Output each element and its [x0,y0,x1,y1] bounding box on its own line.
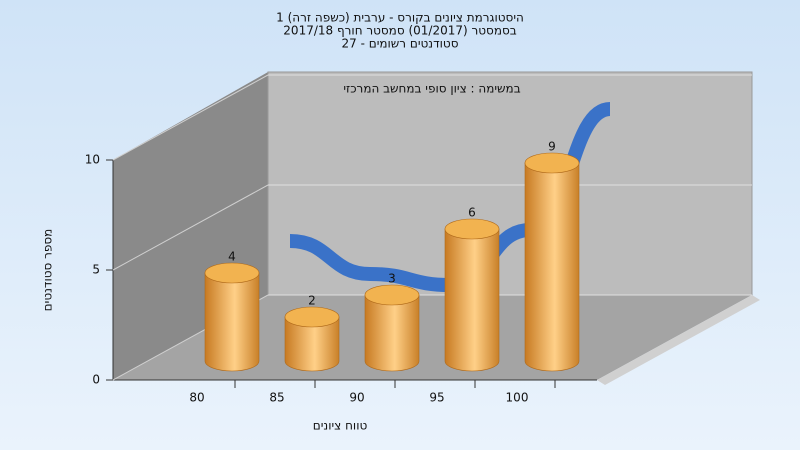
x-tick-label: 95 [429,391,444,405]
bar-top [524,152,580,174]
bar [204,272,260,372]
bar [524,162,580,372]
x-tick-label: 90 [349,391,364,405]
value-label: 4 [228,250,236,264]
grid-line [112,74,269,161]
chart-title: היסטוגרמת ציונים בקורס - ערבית (כשפה זרה… [276,11,524,25]
annotation: במשימה : ציון סופי במחשב המרכזי [343,82,520,96]
x-tick-label: 100 [506,391,529,405]
chart-title: בסמסטר (01/2017) סמסטר חורף 2017/18 [283,24,516,38]
bar [444,228,500,372]
value-label: 2 [308,294,316,308]
y-tick-label: 10 [85,153,100,167]
x-axis-label: טווח ציונים [313,419,368,433]
floor [113,295,752,380]
value-label: 9 [548,140,556,154]
bar [364,294,420,372]
bar-top [284,306,340,328]
x-tick-label: 80 [189,391,204,405]
grid-line [112,184,269,271]
floor-edge [597,295,760,385]
bar-top [364,284,420,306]
bar [284,316,340,372]
bar-top [444,218,500,240]
x-tick-label: 85 [269,391,284,405]
y-tick-label: 0 [92,373,100,387]
chart-title: סטודנטים רשומים - 27 [341,37,458,51]
bar-top [204,262,260,284]
value-label: 6 [468,206,476,220]
value-label: 3 [388,272,396,286]
y-tick-label: 5 [92,263,100,277]
y-axis-label: מספר סטודנטים [41,229,55,312]
